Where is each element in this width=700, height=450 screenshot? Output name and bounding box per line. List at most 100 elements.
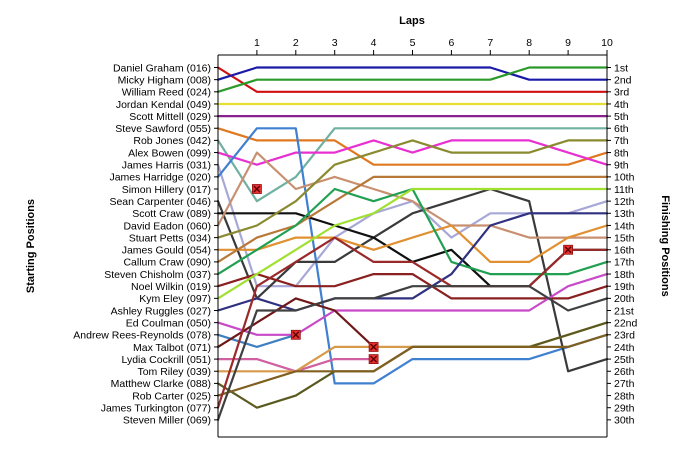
finishing-position-label: 7th — [614, 135, 629, 147]
starting-position-label: Lydia Cockrill (051) — [122, 354, 211, 366]
dnf-markers — [251, 184, 573, 365]
starting-position-label: Rob Jones (042) — [133, 135, 211, 147]
starting-position-label: Tom Riley (039) — [137, 366, 211, 378]
finishing-position-label: 4th — [614, 99, 629, 111]
finishing-position-label: 13th — [614, 208, 635, 220]
starting-position-label: Ashley Ruggles (027) — [111, 305, 211, 317]
axes: 1 2 3 4 5 6 7 8 9 10 Daniel Graham (016)Micky High… — [73, 37, 638, 438]
series-line — [216, 273, 609, 300]
finishing-position-label: 21st — [614, 305, 634, 317]
starting-position-label: James Harridge (020) — [109, 172, 211, 184]
series-line — [216, 66, 609, 93]
starting-position-label: David Eadon (060) — [123, 220, 211, 232]
finishing-position-label: 16th — [614, 245, 635, 257]
finishing-position-label: 27th — [614, 378, 635, 390]
dnf-marker — [368, 342, 379, 352]
starting-position-label: Ed Coulman (050) — [126, 317, 211, 329]
finishing-position-label: 29th — [614, 403, 635, 415]
dnf-marker — [368, 354, 379, 365]
series-line — [216, 139, 609, 239]
finishing-position-label: 9th — [614, 160, 629, 172]
x-tick-label: 5 — [410, 37, 416, 49]
finishing-position-label: 19th — [614, 281, 635, 293]
series-line — [216, 187, 609, 300]
series-line — [216, 224, 609, 263]
series-line — [216, 66, 609, 81]
finishing-position-label: 28th — [614, 390, 635, 402]
series-line — [216, 127, 609, 166]
series-line — [216, 127, 609, 385]
starting-position-label: Steven Miller (069) — [123, 415, 211, 427]
starting-position-label: Scott Craw (089) — [132, 208, 211, 220]
finishing-position-label: 2nd — [614, 74, 632, 86]
starting-position-label: Alex Bowen (099) — [128, 147, 211, 159]
starting-position-label: Daniel Graham (016) — [113, 62, 211, 74]
dnf-marker — [290, 329, 301, 340]
right-axis-title: Finishing Positions — [659, 195, 671, 296]
finishing-position-label: 3rd — [614, 87, 629, 99]
series-line — [216, 236, 609, 409]
finishing-position-label: 15th — [614, 232, 635, 244]
finishing-position-label: 14th — [614, 220, 635, 232]
starting-position-label: Stuart Petts (034) — [129, 232, 211, 244]
x-tick-label: 7 — [487, 37, 493, 49]
finishing-position-label: 26th — [614, 366, 635, 378]
finishing-position-label: 6th — [614, 123, 629, 135]
starting-position-label: James Turkington (077) — [101, 403, 211, 415]
starting-position-label: Simon Hillery (017) — [122, 184, 211, 196]
x-tick-label: 3 — [332, 37, 338, 49]
finishing-position-label: 22nd — [614, 317, 638, 329]
finishing-position-label: 10th — [614, 172, 635, 184]
finishing-position-label: 23rd — [614, 330, 635, 342]
finishing-position-label: 20th — [614, 293, 635, 305]
starting-position-label: Kym Eley (097) — [139, 293, 211, 305]
series-line — [216, 273, 609, 336]
starting-position-label: Matthew Clarke (088) — [111, 378, 211, 390]
x-tick-label: 8 — [526, 37, 532, 49]
series-lines — [216, 66, 609, 421]
x-tick-label: 1 — [254, 37, 260, 49]
starting-position-label: James Gould (054) — [122, 245, 211, 257]
starting-position-label: Max Talbot (071) — [133, 342, 211, 354]
finishing-position-label: 12th — [614, 196, 635, 208]
finishing-position-label: 17th — [614, 257, 635, 269]
dnf-marker — [251, 184, 262, 194]
series-line — [216, 187, 609, 373]
starting-position-label: Rob Carter (025) — [132, 390, 211, 402]
starting-position-label: Callum Craw (090) — [123, 257, 211, 269]
finishing-position-label: 1st — [614, 62, 628, 74]
finishing-position-label: 18th — [614, 269, 635, 281]
series-line — [216, 151, 609, 239]
series-line — [216, 139, 609, 166]
x-axis-title: Laps — [399, 15, 425, 27]
plot-area — [218, 55, 608, 437]
starting-position-label: Steven Chisholm (037) — [104, 269, 211, 281]
finishing-position-label: 8th — [614, 147, 629, 159]
series-line — [216, 127, 609, 203]
finishing-position-label: 24th — [614, 342, 635, 354]
starting-position-label: Andrew Rees-Reynolds (078) — [73, 330, 211, 342]
series-line — [216, 333, 609, 397]
x-tick-label: 6 — [448, 37, 454, 49]
x-tick-label: 10 — [601, 37, 613, 49]
series-line — [216, 175, 609, 263]
series-line — [216, 297, 375, 348]
x-tick-label: 2 — [293, 37, 299, 49]
series-line — [216, 66, 609, 93]
x-tick-label: 9 — [565, 37, 571, 49]
starting-position-label: Sean Carpenter (046) — [109, 196, 211, 208]
left-axis-title: Starting Positions — [25, 199, 37, 293]
finishing-position-label: 11th — [614, 184, 634, 196]
finishing-position-label: 25th — [614, 354, 635, 366]
starting-position-label: Scott Mittell (029) — [129, 111, 211, 123]
starting-position-label: Micky Higham (008) — [118, 74, 211, 86]
x-tick-label: 4 — [371, 37, 377, 49]
starting-position-label: Jordan Kendal (049) — [116, 99, 211, 111]
starting-position-label: William Reed (024) — [122, 87, 211, 99]
starting-position-label: Noel Wilkin (019) — [131, 281, 211, 293]
starting-position-label: James Harris (031) — [122, 160, 211, 172]
starting-position-label: Steve Sawford (055) — [115, 123, 211, 135]
finishing-position-label: 5th — [614, 111, 629, 123]
series-line — [216, 285, 609, 421]
